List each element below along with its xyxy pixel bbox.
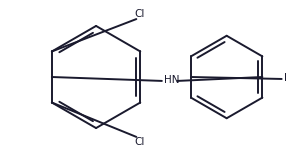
Text: Cl: Cl [134,137,144,147]
Text: Cl: Cl [134,9,144,19]
Text: I: I [284,73,287,83]
Text: HN: HN [164,75,179,85]
